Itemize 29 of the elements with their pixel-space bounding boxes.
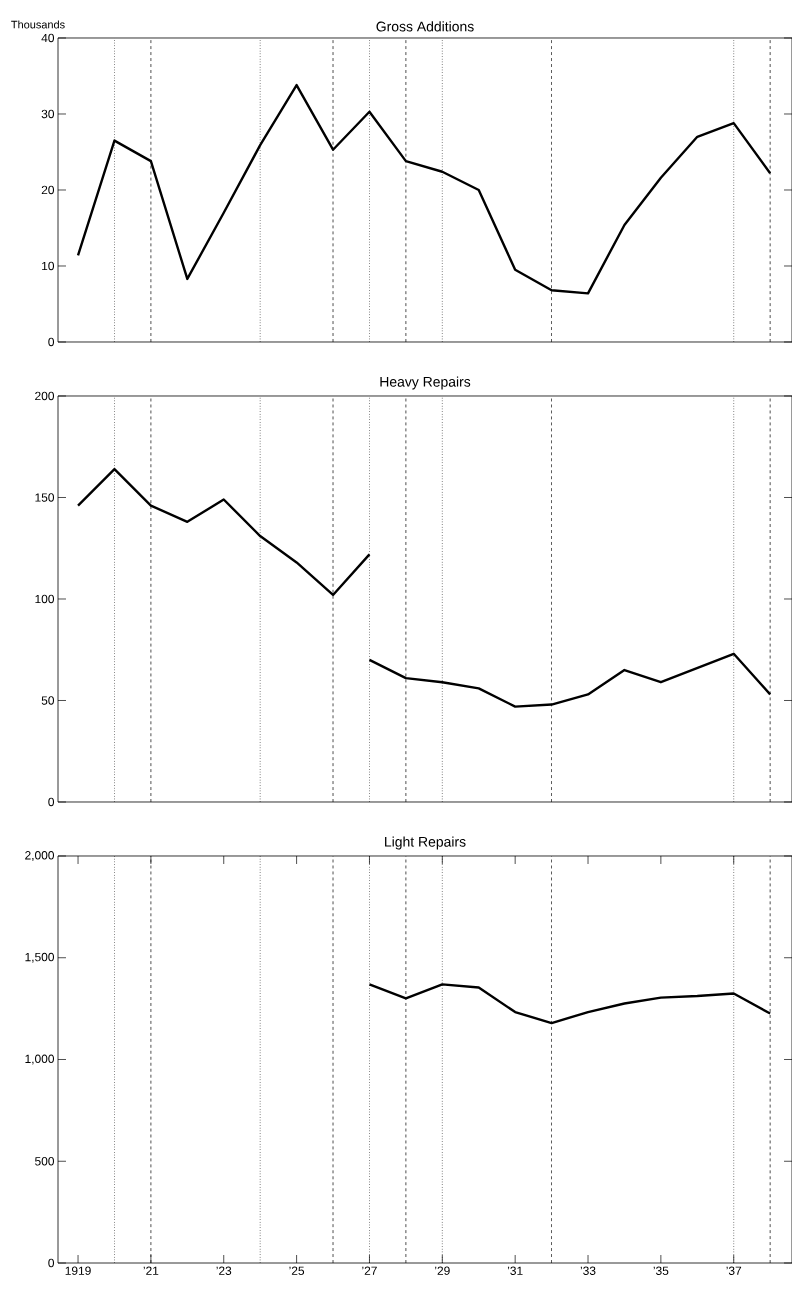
chart-title: Light Repairs [385,836,466,850]
y-tick-label: 40 [41,33,55,43]
x-tick-label: ’25 [289,1266,305,1275]
x-tick-label: 1919 [65,1266,91,1275]
y-tick-label: 50 [41,696,55,705]
y-tick-label: 150 [35,493,55,502]
x-tick-label: ’29 [435,1266,450,1275]
y-tick-label: 1,000 [25,1054,55,1065]
y-tick-label: 20 [41,185,55,195]
x-tick-label: ’23 [216,1266,232,1275]
chart-title: Heavy Repairs [380,376,471,390]
y-tick-label: 10 [42,261,55,271]
x-tick-label: ’31 [507,1266,523,1275]
y-tick-label: 2,000 [25,851,55,861]
y-tick-label: 200 [35,391,55,401]
y-tick-label: 500 [35,1157,55,1166]
chart-title: Gross Additions [376,21,474,32]
y-tick-label: 0 [48,797,55,807]
x-tick-label: ’27 [362,1266,377,1275]
x-tick-label: ’33 [580,1266,596,1275]
y-tick-label: 30 [41,109,55,119]
x-tick-label: ’35 [653,1266,669,1275]
x-tick-label: ’21 [143,1266,159,1275]
y-axis-title: Thousands [11,20,65,29]
x-tick-label: ’37 [726,1266,742,1275]
y-tick-label: 0 [48,337,55,347]
y-tick-label: 1,500 [25,952,55,963]
y-tick-label: 100 [35,594,55,604]
y-tick-label: 0 [48,1258,55,1268]
